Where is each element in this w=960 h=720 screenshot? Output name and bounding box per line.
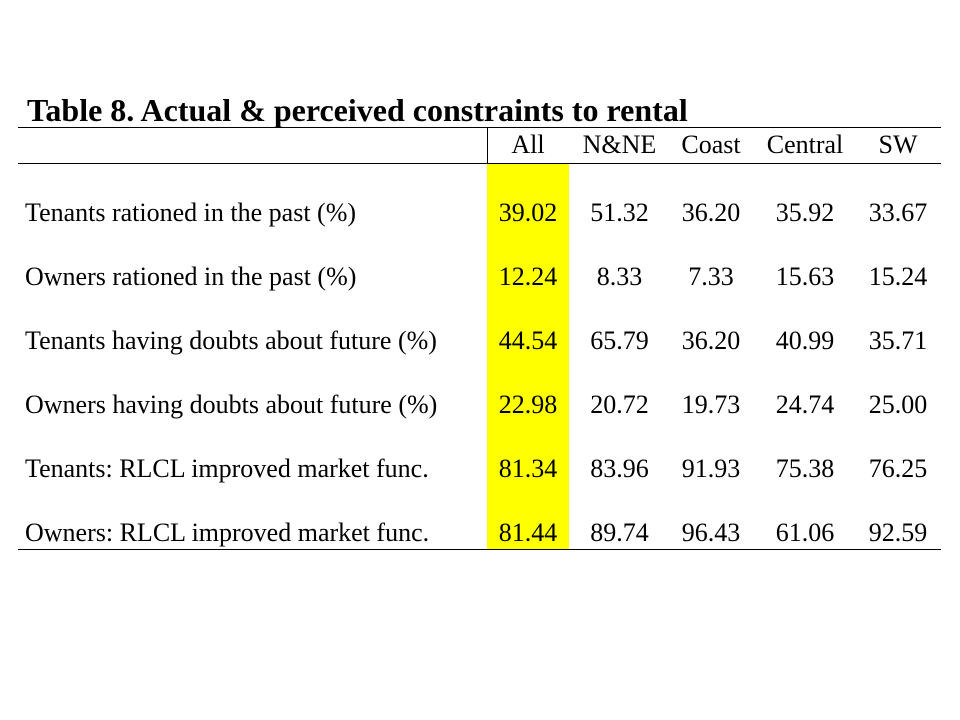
table-cell: 96.43 xyxy=(681,518,741,547)
table-top-rule xyxy=(18,127,941,128)
table-cell: 8.33 xyxy=(596,262,643,291)
table-cell: 15.24 xyxy=(868,262,928,291)
table-cell: 20.72 xyxy=(590,390,649,419)
header-divider xyxy=(487,127,488,163)
table-cell: 12.24 xyxy=(498,262,558,291)
header-rule xyxy=(18,163,941,164)
table-cell: 39.02 xyxy=(498,198,558,227)
row-label: Owners having doubts about future (%) xyxy=(25,390,438,419)
row-label: Tenants having doubts about future (%) xyxy=(25,326,437,355)
all-column-highlight xyxy=(487,163,569,549)
table-cell: 89.74 xyxy=(590,518,649,547)
table-cell: 7.33 xyxy=(688,262,734,291)
row-label: Tenants rationed in the past (%) xyxy=(25,198,357,227)
table-cell: 51.32 xyxy=(590,198,649,227)
table-cell: 24.74 xyxy=(775,390,835,419)
table-cell: 15.63 xyxy=(775,262,835,291)
table-cell: 36.20 xyxy=(681,326,741,355)
row-label: Tenants: RLCL improved market func. xyxy=(25,454,429,483)
table-cell: 19.73 xyxy=(681,390,741,419)
table-cell: 76.25 xyxy=(868,454,928,483)
table-cell: 35.92 xyxy=(775,198,835,227)
table-cell: 81.44 xyxy=(498,518,558,547)
table-cell: 40.99 xyxy=(775,326,835,355)
column-header-central: Central xyxy=(766,130,844,159)
column-header-coast: Coast xyxy=(681,130,741,159)
table-cell: 36.20 xyxy=(681,198,741,227)
table-title: Table 8. Actual & perceived constraints … xyxy=(27,92,688,128)
table-bottom-rule xyxy=(18,549,941,550)
table-cell: 75.38 xyxy=(775,454,835,483)
table-cell: 33.67 xyxy=(868,198,928,227)
table-cell: 92.59 xyxy=(868,518,928,547)
table-cell: 65.79 xyxy=(590,326,649,355)
table-cell: 83.96 xyxy=(590,454,649,483)
table-cell: 44.54 xyxy=(498,326,558,355)
table-cell: 61.06 xyxy=(775,518,835,547)
table-cell: 25.00 xyxy=(868,390,928,419)
column-header-sw: SW xyxy=(878,130,918,159)
row-label: Owners rationed in the past (%) xyxy=(25,262,357,291)
row-label: Owners: RLCL improved market func. xyxy=(25,518,430,547)
table-cell: 35.71 xyxy=(868,326,928,355)
table-cell: 91.93 xyxy=(681,454,741,483)
table-cell: 81.34 xyxy=(498,454,558,483)
column-header-all: All xyxy=(511,130,545,159)
table-cell: 22.98 xyxy=(498,390,558,419)
column-header-n-ne: N&NE xyxy=(582,130,657,159)
